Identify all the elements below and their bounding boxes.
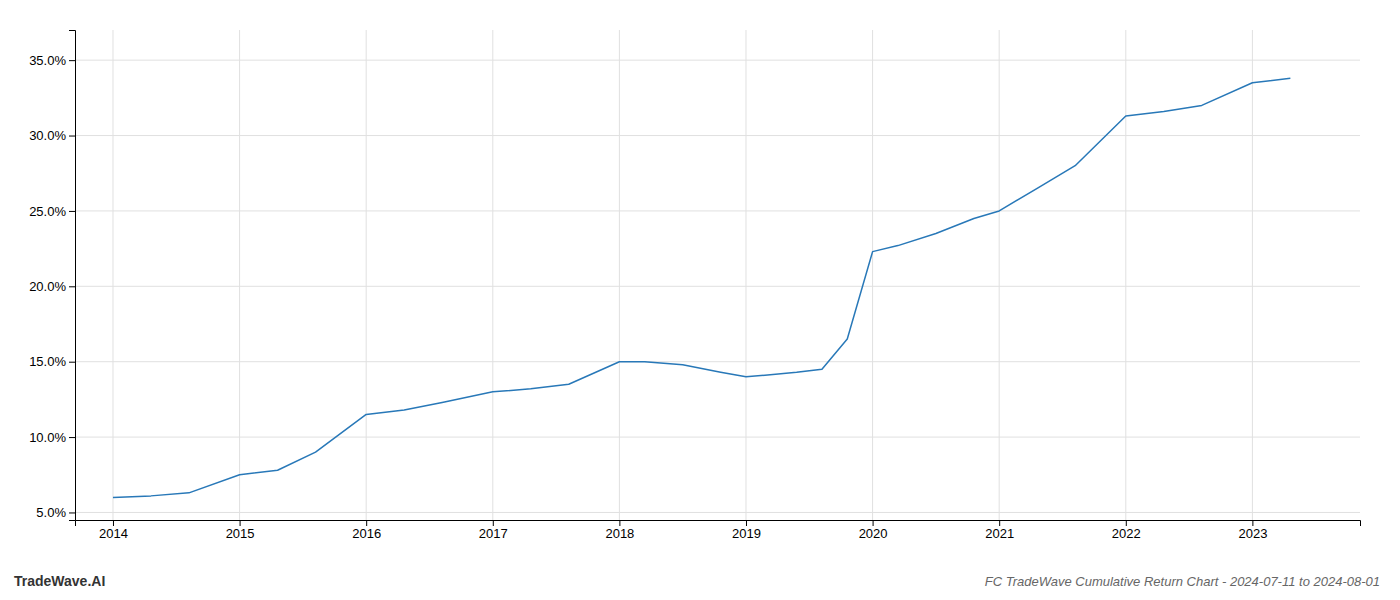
tick-label: 2021 <box>985 526 1014 541</box>
grid-line <box>492 30 493 520</box>
grid-line <box>75 361 1360 362</box>
tick-label: 2015 <box>226 526 255 541</box>
grid-line <box>619 30 620 520</box>
grid-line <box>75 286 1360 287</box>
grid-line <box>1252 30 1253 520</box>
tick-mark <box>746 520 747 526</box>
tick: 2017 <box>479 520 508 541</box>
tick-mark <box>69 286 75 287</box>
tick: 30.0% <box>29 128 75 143</box>
grid-line <box>75 512 1360 513</box>
tick-mark <box>1126 520 1127 526</box>
tick: 5.0% <box>36 505 75 520</box>
tick: 20.0% <box>29 279 75 294</box>
tick-mark <box>69 60 75 61</box>
tick: 2021 <box>985 520 1014 541</box>
tick-label: 5.0% <box>36 505 66 520</box>
grid-line <box>239 30 240 520</box>
grid-line <box>1125 30 1126 520</box>
tick-label: 2020 <box>859 526 888 541</box>
grid-line <box>75 210 1360 211</box>
tick: 25.0% <box>29 204 75 219</box>
tick-label: 20.0% <box>29 279 66 294</box>
tick: 10.0% <box>29 430 75 445</box>
grid-line <box>745 30 746 520</box>
tick-label: 2017 <box>479 526 508 541</box>
tick: 2023 <box>1238 520 1267 541</box>
tick-label: 35.0% <box>29 53 66 68</box>
tick-mark <box>999 520 1000 526</box>
tick-mark <box>69 211 75 212</box>
tick-mark <box>69 512 75 513</box>
tick-mark <box>69 437 75 438</box>
x-axis: 2014 2015 2016 2017 2018 2019 2020 2021 2022 2023 <box>76 520 1361 541</box>
grid-line <box>75 135 1360 136</box>
tick-mark <box>113 520 114 526</box>
tick-label: 2023 <box>1238 526 1267 541</box>
tick-mark <box>1252 520 1253 526</box>
tick-label: 10.0% <box>29 430 66 445</box>
tick-label: 2018 <box>605 526 634 541</box>
axis-line <box>69 31 76 521</box>
tick-label: 15.0% <box>29 354 66 369</box>
axis-line <box>76 521 1361 527</box>
tick-label: 2022 <box>1112 526 1141 541</box>
tick: 2014 <box>99 520 128 541</box>
grid-line <box>872 30 873 520</box>
tick: 2022 <box>1112 520 1141 541</box>
tick: 2019 <box>732 520 761 541</box>
line <box>113 78 1290 497</box>
grid-line <box>366 30 367 520</box>
tick-label: 2014 <box>99 526 128 541</box>
tick-label: 25.0% <box>29 204 66 219</box>
grid-line <box>112 30 113 520</box>
grid-line <box>999 30 1000 520</box>
tick-mark <box>69 136 75 137</box>
tick: 35.0% <box>29 53 75 68</box>
tick: 2018 <box>605 520 634 541</box>
plot-area: 2014 2015 2016 2017 2018 2019 2020 2021 2022 2023… <box>29 30 1360 541</box>
tick-label: 30.0% <box>29 128 66 143</box>
tick-mark <box>69 362 75 363</box>
title: FC TradeWave Cumulative Return Chart - 2… <box>985 574 1380 589</box>
chart: 2014 2015 2016 2017 2018 2019 2020 2021 2022 2023… <box>0 0 1400 600</box>
marks <box>113 78 1290 497</box>
tick: 2020 <box>859 520 888 541</box>
tick-mark <box>493 520 494 526</box>
tick-label: 2019 <box>732 526 761 541</box>
tick: 15.0% <box>29 354 75 369</box>
grid-line <box>75 60 1360 61</box>
tick-mark <box>366 520 367 526</box>
grid <box>75 30 1360 520</box>
grid-line <box>75 437 1360 438</box>
tick-mark <box>240 520 241 526</box>
y-axis: 5.0% 10.0% 15.0% 20.0% 25.0% 30.0% 35.0% <box>29 31 75 521</box>
tick: 2015 <box>226 520 255 541</box>
annotation: TradeWave.AI <box>14 573 105 589</box>
tick: 2016 <box>352 520 381 541</box>
tick-mark <box>619 520 620 526</box>
tick-label: 2016 <box>352 526 381 541</box>
tick-mark <box>873 520 874 526</box>
